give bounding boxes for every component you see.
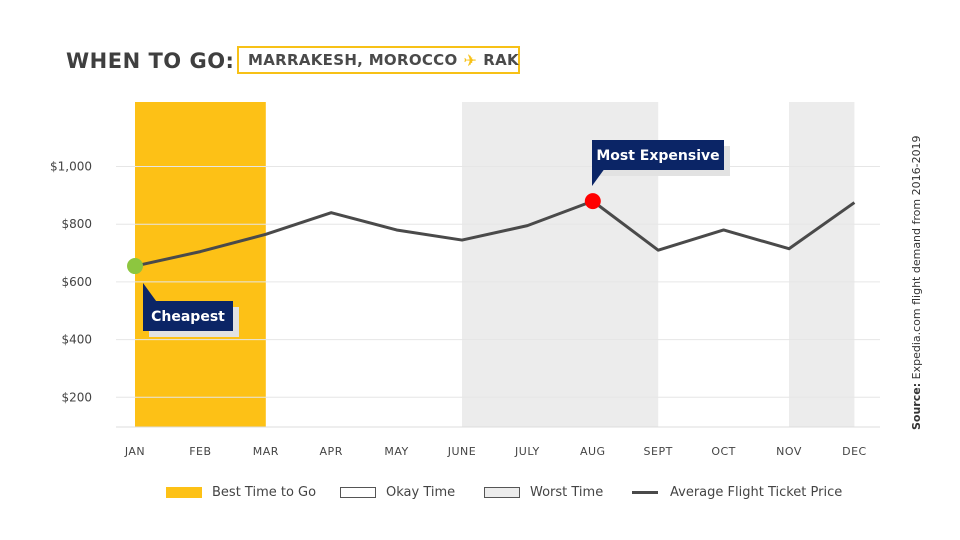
source-label: Source: [910,382,923,430]
period-band-worst-2 [789,102,855,427]
period-band-best-0 [135,102,266,427]
callout-most-expensive: Most Expensive [592,140,730,186]
x-tick-label: OCT [711,445,736,458]
x-tick-label: APR [320,445,343,458]
callout-cheapest: Cheapest [143,283,239,337]
airplane-icon: ✈ [463,50,478,70]
callout-label: Cheapest [151,309,225,325]
x-tick-label: JULY [514,445,540,458]
y-tick-label: $600 [61,275,92,289]
marker-cheapest [127,258,143,275]
legend-okay-swatch [340,487,376,498]
x-tick-label: FEB [189,445,211,458]
airport-code: RAK [483,51,519,69]
callout-box [143,301,233,331]
legend-worst-swatch [484,487,520,498]
x-tick-label: AUG [580,445,606,458]
legend: Best Time to Go Okay Time Worst Time Ave… [0,485,960,505]
x-tick-label: NOV [776,445,802,458]
destination-box: MARRAKESH, MOROCCO ✈ RAK [237,46,520,74]
x-tick-label: MAY [384,445,408,458]
destination-label: MARRAKESH, MOROCCO [248,51,458,69]
legend-line-label: Average Flight Ticket Price [670,485,843,500]
y-tick-label: $800 [61,217,92,231]
source-note: Source: Expedia.com flight demand from 2… [910,135,923,430]
x-tick-label: JAN [124,445,145,458]
legend-worst-label: Worst Time [530,485,604,500]
x-tick-label: MAR [253,445,279,458]
legend-best-swatch [166,487,202,498]
legend-line: Average Flight Ticket Price [632,485,842,500]
callout-pointer [143,283,159,305]
legend-best-label: Best Time to Go [212,485,317,500]
marker-most-expensive [584,193,601,210]
legend-best: Best Time to Go [166,485,316,500]
legend-okay: Okay Time [340,485,455,500]
callout-box [592,140,724,170]
callout-label: Most Expensive [596,148,719,164]
x-tick-label: DEC [842,445,867,458]
y-tick-label: $200 [61,390,92,404]
x-tick-label: SEPT [644,445,673,458]
legend-line-swatch [632,491,658,494]
page-title: WHEN TO GO: [66,49,235,73]
legend-worst: Worst Time [484,485,603,500]
x-tick-label: JUNE [447,445,476,458]
y-tick-label: $400 [61,333,92,347]
source-text: Expedia.com flight demand from 2016-2019 [910,135,923,380]
legend-okay-label: Okay Time [386,485,456,500]
series-line-price [134,199,856,268]
y-tick-label: $1,000 [50,160,92,174]
